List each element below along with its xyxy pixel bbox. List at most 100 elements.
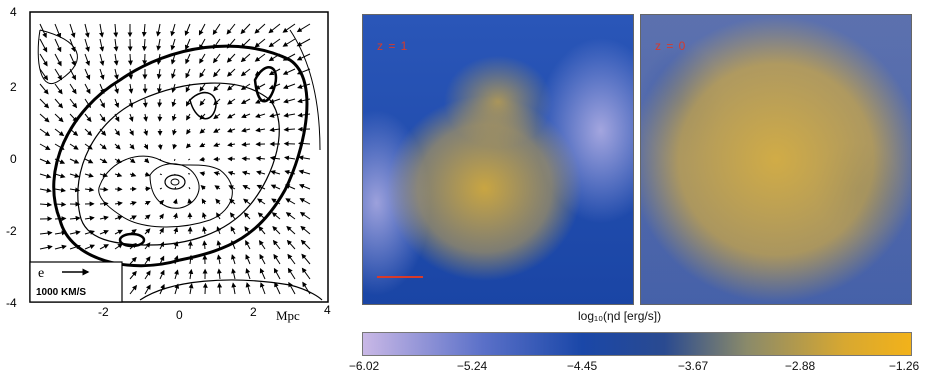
velocity-arrow	[213, 83, 221, 92]
velocity-arrow	[186, 128, 192, 135]
velocity-arrow	[144, 214, 151, 220]
velocity-arrow	[199, 53, 206, 64]
core-contour	[164, 174, 186, 190]
velocity-arrow	[215, 198, 221, 205]
redshift-label-z1: z = 1	[377, 39, 409, 53]
velocity-arrow	[188, 187, 191, 190]
velocity-arrow	[174, 283, 180, 295]
colorbar-tick: −4.45	[566, 359, 598, 373]
velocity-arrow	[270, 170, 281, 175]
velocity-arrow	[170, 38, 176, 51]
velocity-arrow	[202, 226, 207, 235]
velocity-arrow	[243, 198, 251, 205]
velocity-arrow	[69, 53, 76, 67]
velocity-arrow	[54, 244, 67, 250]
velocity-arrow	[217, 282, 223, 295]
velocity-arrow	[129, 284, 138, 295]
velocity-arrow	[54, 83, 63, 95]
velocity-arrow	[142, 53, 148, 66]
velocity-arrow	[99, 244, 109, 250]
velocity-arrow	[213, 171, 221, 176]
velocity-arrow	[39, 202, 53, 208]
velocity-arrow	[172, 128, 177, 136]
velocity-arrow	[254, 38, 266, 48]
x-tick-4: 4	[324, 303, 331, 317]
velocity-arrow	[296, 38, 311, 47]
velocity-arrow	[255, 155, 266, 161]
velocity-arrow	[99, 23, 104, 38]
velocity-arrow	[84, 230, 95, 235]
velocity-arrow	[241, 156, 251, 162]
velocity-arrow	[171, 113, 177, 122]
velocity-arrow	[159, 241, 164, 250]
velocity-arrow	[188, 283, 194, 295]
velocity-arrow	[174, 269, 179, 280]
scale-bar	[377, 276, 423, 278]
velocity-arrow	[39, 230, 53, 236]
velocity-arrow	[39, 187, 52, 193]
velocity-arrow	[299, 211, 311, 220]
velocity-arrow	[282, 83, 296, 90]
velocity-arrow	[99, 186, 109, 192]
velocity-arrow	[259, 267, 266, 280]
velocity-arrow	[54, 68, 63, 81]
velocity-arrow	[144, 270, 151, 280]
velocity-contour-svg: e 1000 KM/S	[29, 11, 329, 303]
velocity-arrow	[128, 98, 134, 108]
velocity-arrow	[84, 128, 93, 136]
velocity-arrow	[298, 184, 311, 190]
velocity-arrow	[258, 226, 266, 235]
velocity-arrow	[198, 23, 206, 36]
velocity-arrow	[256, 170, 266, 176]
colorbar-tick: −2.88	[784, 359, 816, 373]
velocity-arrow	[184, 38, 191, 51]
velocity-arrow	[216, 226, 222, 235]
velocity-arrow	[202, 282, 208, 295]
x-tick-0: 0	[176, 308, 183, 322]
velocity-arrow	[84, 53, 90, 67]
velocity-arrow	[99, 68, 105, 81]
lower-blob	[118, 232, 146, 248]
velocity-arrow	[227, 113, 236, 119]
velocity-arrow	[301, 253, 311, 265]
velocity-arrow	[226, 68, 236, 77]
velocity-arrow	[84, 143, 93, 150]
velocity-arrow	[84, 113, 92, 123]
velocity-arrow	[129, 201, 137, 206]
velocity-arrow	[157, 98, 163, 108]
velocity-arrow	[127, 53, 133, 66]
y-tick-neg4: -4	[6, 296, 17, 310]
outer-contour	[52, 44, 309, 268]
mid-contour	[77, 82, 280, 246]
velocity-arrow	[185, 53, 191, 65]
velocity-arrow	[144, 256, 151, 265]
velocity-arrow	[54, 187, 66, 193]
velocity-arrow	[113, 23, 119, 38]
velocity-arrow	[54, 128, 65, 137]
velocity-arrow	[39, 173, 52, 179]
velocity-arrow	[241, 127, 251, 133]
velocity-arrow	[144, 186, 151, 192]
velocity-arrow	[129, 143, 135, 150]
velocity-arrow	[69, 98, 78, 109]
velocity-arrow	[39, 128, 51, 137]
velocity-arrow	[258, 239, 266, 250]
velocity-arrow	[287, 253, 296, 265]
velocity-arrow	[199, 83, 206, 92]
velocity-arrow	[159, 255, 165, 265]
velocity-arrow	[199, 171, 206, 177]
velocity-arrow	[129, 172, 137, 177]
velocity-arrow	[39, 68, 49, 81]
colorbar-tick: −5.24	[456, 359, 488, 373]
velocity-arrow	[231, 268, 237, 280]
velocity-arrow	[256, 184, 266, 190]
velocity-arrow	[269, 113, 281, 118]
velocity-arrow	[170, 53, 176, 65]
velocity-arrow	[259, 282, 266, 295]
y-tick-neg2: -2	[6, 224, 17, 238]
velocity-arrow	[243, 212, 251, 220]
velocity-arrow	[213, 98, 221, 106]
velocity-arrow	[156, 68, 162, 80]
velocity-arrow	[39, 158, 52, 165]
velocity-arrow	[185, 143, 192, 149]
